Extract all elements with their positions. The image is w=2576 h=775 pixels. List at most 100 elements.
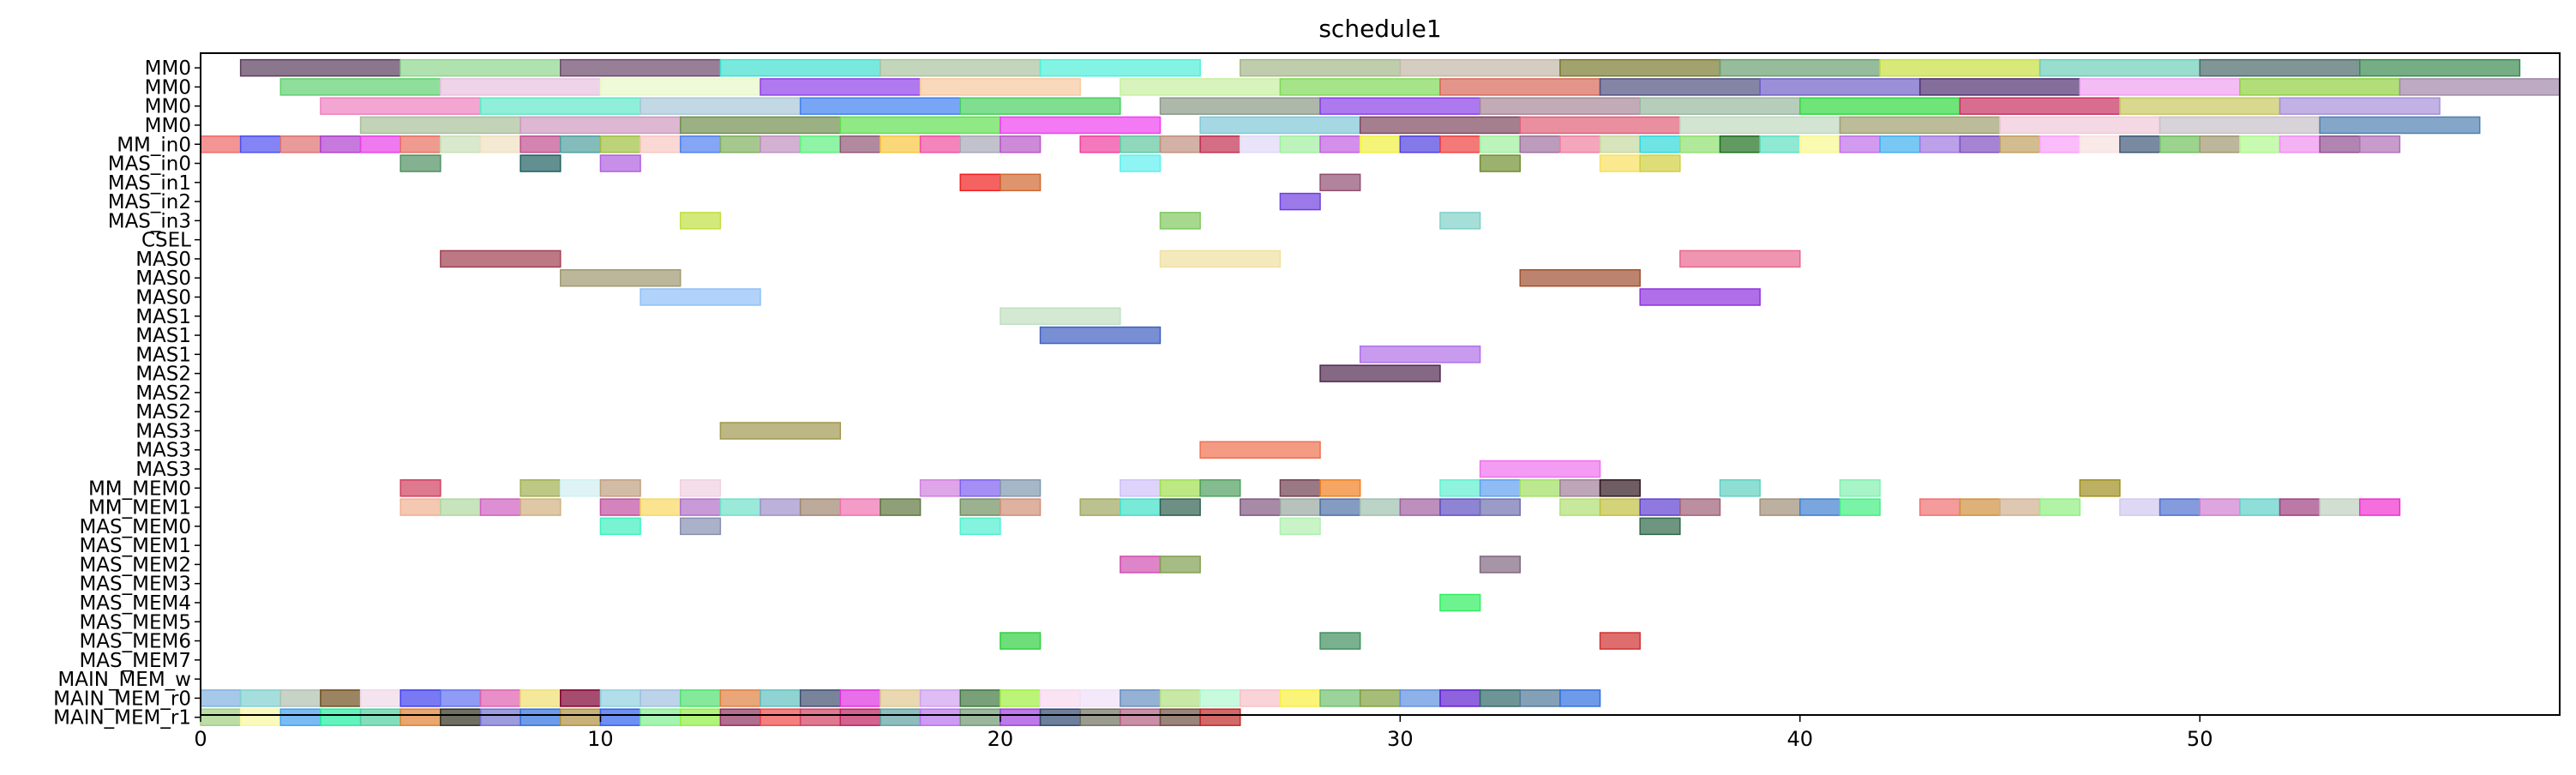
task-bar-row4-0	[200, 135, 242, 153]
task-bar-row23-39	[2279, 498, 2321, 516]
task-bar-row8-2	[1439, 212, 1481, 230]
task-bar-row22-12	[1319, 479, 1361, 497]
task-bar-row22-3	[599, 479, 641, 497]
task-bar-row33-12	[679, 689, 722, 707]
task-bar-row5-2	[599, 154, 641, 172]
task-bar-row2-6	[1319, 97, 1481, 115]
task-bar-row23-9	[799, 498, 842, 516]
task-bar-row24-1	[679, 517, 722, 536]
task-bar-row33-18	[919, 689, 961, 707]
task-bar-row4-11	[639, 135, 682, 153]
task-bar-row33-16	[839, 689, 881, 707]
task-bar-row6-2	[1319, 173, 1361, 192]
y-tick-label-23: MM_MEM1	[88, 497, 191, 520]
task-bar-row0-12	[2199, 58, 2361, 77]
task-bar-row3-10	[1999, 116, 2161, 135]
task-bar-row4-48	[2159, 135, 2201, 153]
task-bar-row22-7	[1000, 479, 1042, 497]
task-bar-row33-26	[1239, 689, 1282, 707]
task-bar-row34-25	[1199, 708, 1241, 726]
task-bar-row2-12	[2279, 97, 2441, 115]
task-bar-row0-4	[880, 58, 1042, 77]
task-bar-row33-6	[440, 689, 482, 707]
task-bar-row1-6	[1279, 78, 1441, 96]
task-bar-row4-44	[1999, 135, 2041, 153]
task-bar-row22-20	[2079, 479, 2121, 497]
task-bar-row33-17	[880, 689, 922, 707]
task-bar-row4-25	[1239, 135, 1282, 153]
task-bar-row4-1	[239, 135, 282, 153]
task-bar-row2-10	[1959, 97, 2121, 115]
task-bar-row33-30	[1399, 689, 1441, 707]
task-bar-row23-13	[1000, 498, 1042, 516]
task-bar-row8-0	[679, 212, 722, 230]
task-bar-row2-5	[1159, 97, 1321, 115]
task-bar-row22-10	[1199, 479, 1241, 497]
y-tick-label-5: MAS_in0	[108, 153, 191, 176]
task-bar-row33-34	[1559, 689, 1601, 707]
task-bar-row5-5	[1599, 154, 1641, 172]
task-bar-row3-11	[2159, 116, 2321, 135]
task-bar-row1-5	[1120, 78, 1282, 96]
task-bar-row4-4	[359, 135, 401, 153]
task-bar-row1-1	[440, 78, 602, 96]
task-bar-row24-4	[1639, 517, 1681, 536]
y-tick-label-4: MM_in0	[117, 134, 191, 156]
task-bar-row0-6	[1239, 58, 1402, 77]
task-bar-row4-53	[2359, 135, 2401, 153]
task-bar-row4-50	[2239, 135, 2281, 153]
task-bar-row23-36	[2159, 498, 2201, 516]
task-bar-row3-7	[1519, 116, 1681, 135]
y-tick-label-25: MAS_MEM1	[79, 535, 191, 557]
task-bar-row23-34	[2039, 498, 2081, 516]
task-bar-row0-8	[1559, 58, 1721, 77]
task-bar-row4-26	[1279, 135, 1321, 153]
y-tick-label-24: MAS_MEM0	[79, 516, 191, 538]
task-bar-row30-1	[1319, 632, 1361, 650]
task-bar-row24-3	[1279, 517, 1321, 536]
task-bar-row23-0	[399, 498, 441, 516]
task-bar-row0-0	[239, 58, 401, 77]
task-bar-row34-20	[1000, 708, 1042, 726]
task-bar-row0-2	[560, 58, 722, 77]
task-bar-row34-4	[359, 708, 401, 726]
task-bar-row33-33	[1519, 689, 1561, 707]
task-bar-row23-20	[1359, 498, 1402, 516]
task-bar-row34-3	[320, 708, 362, 726]
x-tick-label-4: 40	[1786, 727, 1813, 751]
y-tick-label-8: MAS_in3	[108, 210, 191, 232]
bars-layer	[200, 58, 2561, 726]
y-tick-label-28: MAS_MEM4	[79, 592, 191, 615]
y-tick-label-14: MAS1	[135, 325, 191, 347]
task-bar-row4-3	[320, 135, 362, 153]
task-bar-row34-5	[399, 708, 441, 726]
task-bar-row33-21	[1039, 689, 1081, 707]
task-bar-row23-12	[959, 498, 1001, 516]
task-bar-row33-4	[359, 689, 401, 707]
task-bar-row2-8	[1639, 97, 1801, 115]
task-bar-row23-31	[1918, 498, 1961, 516]
task-bar-row2-4	[959, 97, 1121, 115]
y-tick-label-31: MAS_MEM7	[79, 650, 191, 672]
task-bar-row4-31	[1479, 135, 1522, 153]
y-tick-label-32: MAIN_MEM_w	[57, 669, 191, 691]
task-bar-row4-18	[919, 135, 961, 153]
task-bar-row23-1	[440, 498, 482, 516]
task-bar-row22-2	[560, 479, 602, 497]
task-bar-row1-2	[599, 78, 761, 96]
task-bar-row3-12	[2319, 116, 2481, 135]
x-tick-label-3: 30	[1387, 727, 1414, 751]
task-bar-row33-31	[1439, 689, 1481, 707]
task-bar-row2-9	[1799, 97, 1961, 115]
task-bar-row15-0	[1359, 345, 1481, 363]
task-bar-row34-8	[519, 708, 561, 726]
task-bar-row23-17	[1239, 498, 1282, 516]
y-tick-label-16: MAS2	[135, 363, 191, 386]
y-tick-label-0: MM0	[145, 57, 191, 80]
task-bar-row3-0	[359, 116, 521, 135]
task-bar-row34-19	[959, 708, 1001, 726]
task-bar-row33-3	[320, 689, 362, 707]
task-bar-row23-15	[1120, 498, 1162, 516]
task-bar-row4-22	[1120, 135, 1162, 153]
